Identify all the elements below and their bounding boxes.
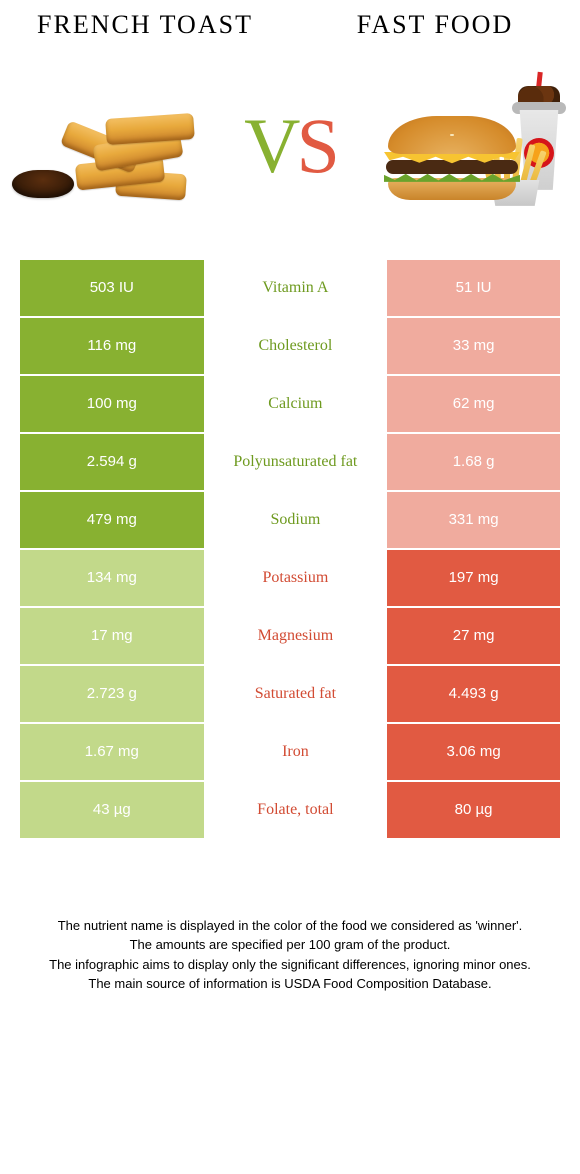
table-row: 43 µgFolate, total80 µg <box>20 782 560 840</box>
table-row: 479 mgSodium331 mg <box>20 492 560 550</box>
nutrient-name-cell: Cholesterol <box>204 318 388 374</box>
table-row: 1.67 mgIron3.06 mg <box>20 724 560 782</box>
header-row: French toast Fast food <box>0 0 580 46</box>
table-row: 116 mgCholesterol33 mg <box>20 318 560 376</box>
left-value-cell: 1.67 mg <box>20 724 204 780</box>
right-food-image <box>384 76 574 216</box>
left-value-cell: 2.594 g <box>20 434 204 490</box>
right-value-cell: 27 mg <box>387 608 560 664</box>
right-value-cell: 80 µg <box>387 782 560 838</box>
left-value-cell: 503 IU <box>20 260 204 316</box>
left-value-cell: 17 mg <box>20 608 204 664</box>
left-food-image <box>6 76 196 216</box>
left-value-cell: 2.723 g <box>20 666 204 722</box>
footnote-line: The infographic aims to display only the… <box>30 955 550 975</box>
vs-label: VS <box>244 101 336 191</box>
right-value-cell: 4.493 g <box>387 666 560 722</box>
footnote-line: The main source of information is USDA F… <box>30 974 550 994</box>
vs-v-letter: V <box>244 101 296 191</box>
left-value-cell: 479 mg <box>20 492 204 548</box>
images-row: VS <box>0 66 580 226</box>
left-food-title: French toast <box>0 10 290 40</box>
table-row: 2.723 gSaturated fat4.493 g <box>20 666 560 724</box>
left-value-cell: 116 mg <box>20 318 204 374</box>
right-value-cell: 331 mg <box>387 492 560 548</box>
vs-s-letter: S <box>296 101 335 191</box>
comparison-table: 503 IUVitamin A51 IU116 mgCholesterol33 … <box>20 260 560 840</box>
table-row: 2.594 gPolyunsaturated fat1.68 g <box>20 434 560 492</box>
table-row: 100 mgCalcium62 mg <box>20 376 560 434</box>
nutrient-name-cell: Vitamin A <box>204 260 388 316</box>
footnotes: The nutrient name is displayed in the co… <box>30 916 550 994</box>
right-value-cell: 3.06 mg <box>387 724 560 780</box>
right-value-cell: 33 mg <box>387 318 560 374</box>
table-row: 503 IUVitamin A51 IU <box>20 260 560 318</box>
nutrient-name-cell: Iron <box>204 724 388 780</box>
right-food-title: Fast food <box>290 10 580 40</box>
left-value-cell: 100 mg <box>20 376 204 432</box>
nutrient-name-cell: Sodium <box>204 492 388 548</box>
nutrient-name-cell: Folate, total <box>204 782 388 838</box>
nutrient-name-cell: Potassium <box>204 550 388 606</box>
table-row: 134 mgPotassium197 mg <box>20 550 560 608</box>
nutrient-name-cell: Calcium <box>204 376 388 432</box>
right-value-cell: 51 IU <box>387 260 560 316</box>
nutrient-name-cell: Magnesium <box>204 608 388 664</box>
right-value-cell: 197 mg <box>387 550 560 606</box>
nutrient-name-cell: Saturated fat <box>204 666 388 722</box>
right-value-cell: 62 mg <box>387 376 560 432</box>
nutrient-name-cell: Polyunsaturated fat <box>204 434 388 490</box>
left-value-cell: 134 mg <box>20 550 204 606</box>
table-row: 17 mgMagnesium27 mg <box>20 608 560 666</box>
footnote-line: The amounts are specified per 100 gram o… <box>30 935 550 955</box>
left-value-cell: 43 µg <box>20 782 204 838</box>
right-value-cell: 1.68 g <box>387 434 560 490</box>
footnote-line: The nutrient name is displayed in the co… <box>30 916 550 936</box>
